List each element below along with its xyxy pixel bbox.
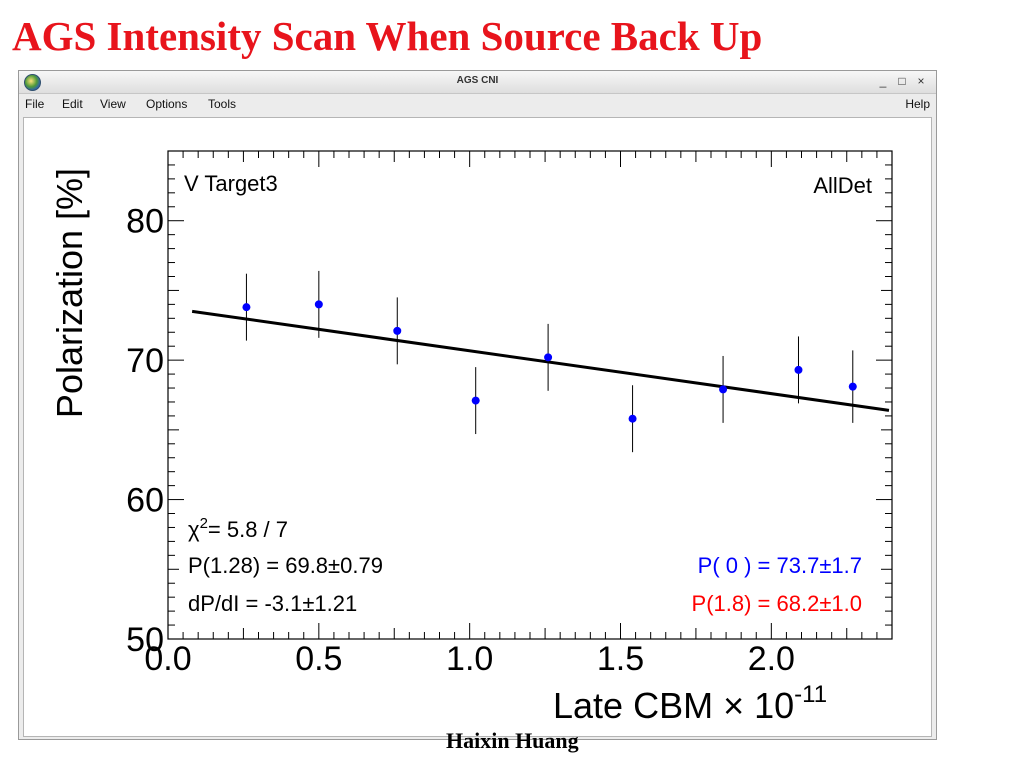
p-zero-label: P( 0 ) = 73.7±1.7 xyxy=(698,553,862,578)
detector-label: AllDet xyxy=(813,173,872,198)
menu-file[interactable]: File xyxy=(25,97,45,111)
data-point xyxy=(314,300,323,309)
data-point xyxy=(794,365,803,374)
y-tick-label: 60 xyxy=(126,482,164,520)
data-point xyxy=(242,303,251,312)
data-point xyxy=(719,385,728,394)
y-tick-labels: 50 60 70 80 xyxy=(126,203,164,659)
x-axis-name: Late CBM xyxy=(553,685,713,726)
menu-bar: File Edit View Options Tools Help xyxy=(19,94,936,114)
y-tick-label: 70 xyxy=(126,342,164,380)
data-point xyxy=(544,353,553,362)
menu-tools[interactable]: Tools xyxy=(208,97,237,111)
slope-label: dP/dI = -3.1±1.21 xyxy=(188,591,357,616)
data-point xyxy=(848,382,857,391)
menu-options[interactable]: Options xyxy=(146,97,188,111)
menu-view[interactable]: View xyxy=(100,97,126,111)
fit-line xyxy=(191,309,890,412)
data-points xyxy=(242,270,857,453)
chi2-sup: 2 xyxy=(200,515,208,532)
root-app-icon[interactable] xyxy=(24,74,41,91)
x-tick-label: 1.5 xyxy=(597,640,644,678)
close-button[interactable]: × xyxy=(917,74,925,88)
data-point xyxy=(628,414,637,423)
chi2-value: = 5.8 / 7 xyxy=(208,517,288,542)
x-tick-label: 0.0 xyxy=(144,640,191,678)
x-axis-multiplier: × 10 xyxy=(723,685,794,726)
x-axis-label: Late CBM × 10-11 xyxy=(553,681,827,726)
y-axis-label: Polarization [%] xyxy=(49,168,90,418)
x-tick-label: 0.5 xyxy=(295,640,342,678)
x-tick-label: 2.0 xyxy=(748,640,795,678)
data-point xyxy=(471,396,480,405)
menu-help[interactable]: Help xyxy=(905,97,930,111)
plot-canvas[interactable]: 0.0 0.5 1.0 1.5 2.0 50 60 70 80 Polarization [%… xyxy=(23,117,932,737)
target-label: V Target3 xyxy=(184,171,278,196)
fit-layer xyxy=(191,309,890,412)
menu-edit[interactable]: Edit xyxy=(62,97,83,111)
x-axis-exponent: -11 xyxy=(794,681,827,708)
polarization-chart: 0.0 0.5 1.0 1.5 2.0 50 60 70 80 Polarization [%… xyxy=(49,150,893,726)
p-end-label: P(1.8) = 68.2±1.0 xyxy=(692,591,862,616)
p-mean-label: P(1.28) = 69.8±0.79 xyxy=(188,553,383,578)
x-tick-labels: 0.0 0.5 1.0 1.5 2.0 xyxy=(144,640,795,678)
maximize-button[interactable]: □ xyxy=(898,74,906,88)
data-point xyxy=(393,326,402,335)
window-title: AGS CNI xyxy=(456,75,499,86)
chi2-symbol: χ xyxy=(188,517,200,542)
slide-title: AGS Intensity Scan When Source Back Up xyxy=(12,13,763,59)
window-titlebar[interactable]: AGS CNI _ □ × xyxy=(19,71,936,94)
chi2-label: χ2= 5.8 / 7 xyxy=(188,515,288,542)
y-tick-label: 50 xyxy=(126,621,164,659)
x-tick-label: 1.0 xyxy=(446,640,493,678)
footer-author: Haixin Huang xyxy=(446,728,579,753)
axis-ticks xyxy=(167,150,893,640)
y-tick-label: 80 xyxy=(126,203,164,241)
minimize-button[interactable]: _ xyxy=(879,74,887,88)
root-canvas-window: AGS CNI _ □ × File Edit View Options Too… xyxy=(18,70,937,740)
